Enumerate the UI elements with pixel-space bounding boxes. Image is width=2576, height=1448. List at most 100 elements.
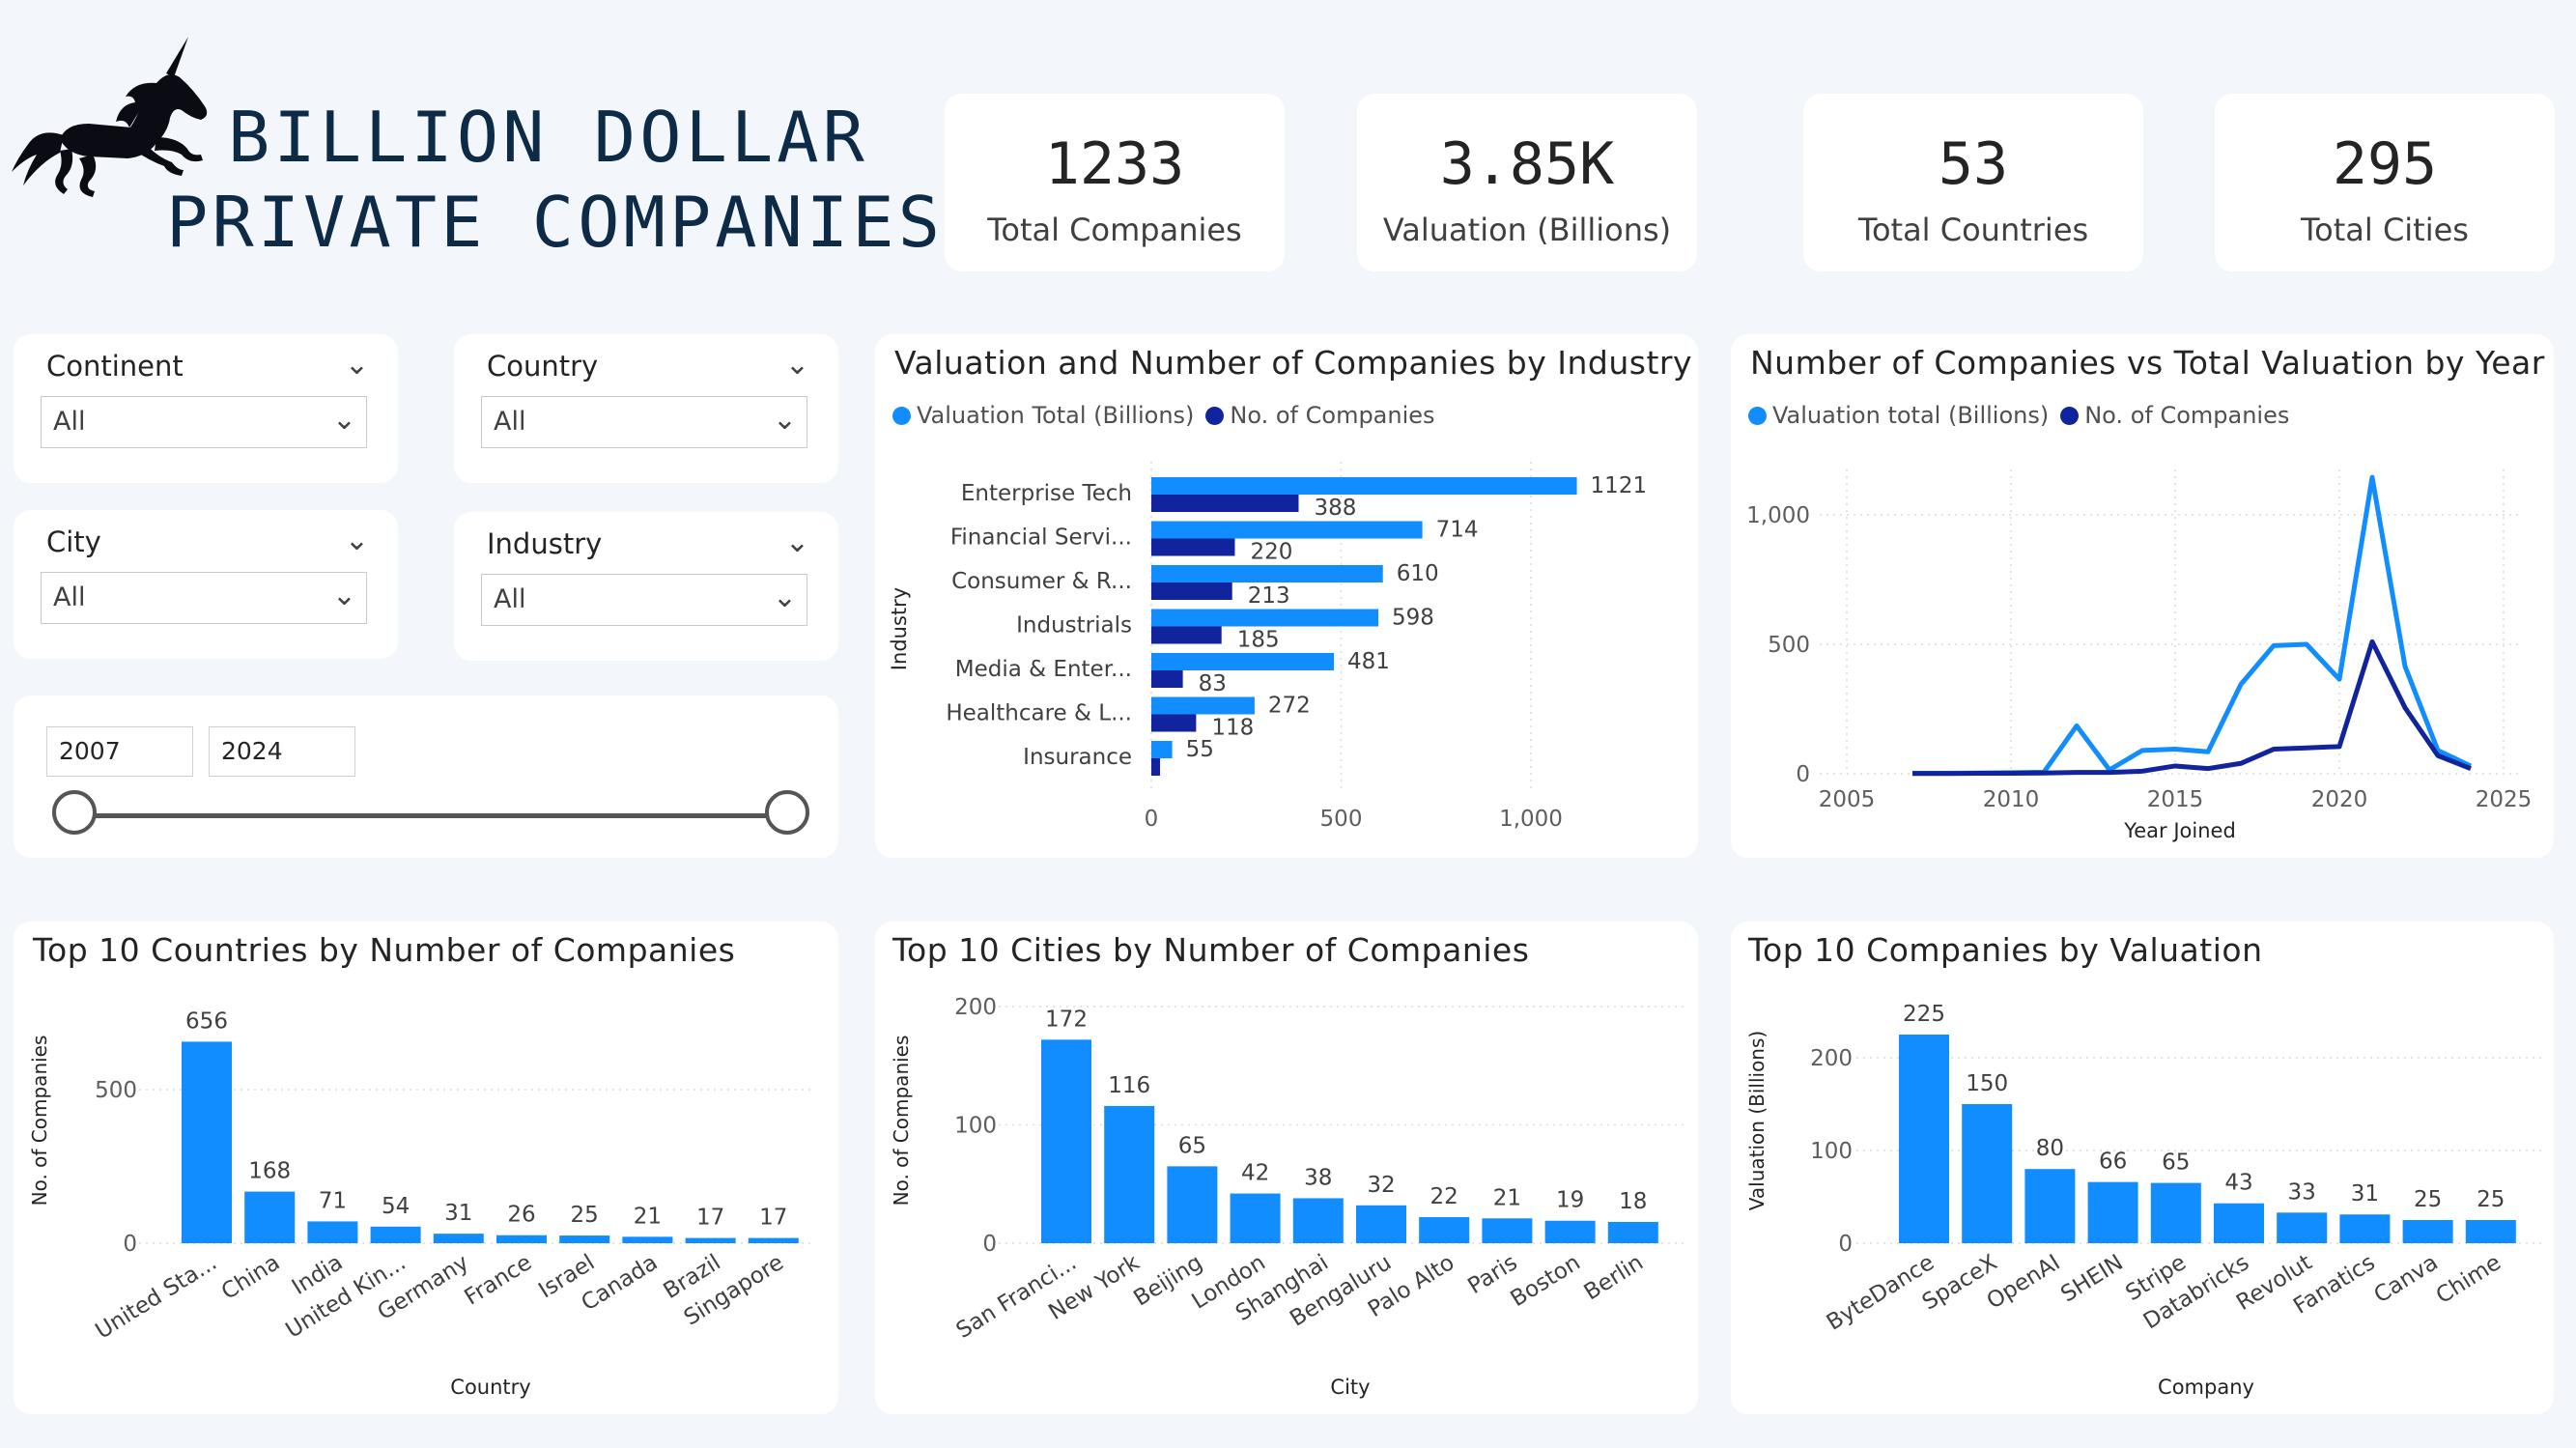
data-label: 32	[1367, 1173, 1395, 1198]
data-label: 22	[1430, 1184, 1458, 1209]
slider-start-handle[interactable]	[52, 790, 97, 835]
chart-title: Top 10 Countries by Number of Companies	[33, 931, 736, 969]
legend-label: No. of Companies	[2084, 402, 2290, 429]
bar	[2465, 1220, 2516, 1243]
companies-chart: 0100200225ByteDance150SpaceX80OpenAI66SH…	[1745, 1002, 2542, 1399]
category-label: SHEIN	[2056, 1250, 2127, 1307]
companies-line	[1912, 639, 2472, 777]
data-label: 656	[185, 1008, 228, 1034]
bar	[370, 1226, 421, 1243]
category-label: Healthcare & L...	[946, 701, 1132, 726]
start-year-input[interactable]: 2007	[46, 726, 193, 777]
companies-bar	[1151, 538, 1235, 556]
legend-dot-light	[892, 406, 911, 425]
industry-dropdown[interactable]: All ⌄	[481, 574, 807, 626]
chevron-down-icon[interactable]: ⌄	[784, 348, 809, 382]
kpi-total-cities: 295 Total Cities	[2215, 94, 2555, 271]
data-label: 83	[1199, 671, 1227, 696]
valuation-bar	[1151, 609, 1379, 627]
bar	[2024, 1169, 2076, 1243]
city-dropdown[interactable]: All ⌄	[41, 572, 367, 624]
dropdown-value: All	[494, 584, 526, 614]
chart-title: Valuation and Number of Companies by Ind…	[894, 344, 1692, 382]
valuation-bar	[1151, 521, 1423, 539]
x-tick-label: 2015	[2147, 787, 2204, 812]
chevron-down-icon: ⌄	[772, 581, 797, 614]
bar	[748, 1237, 799, 1243]
data-label: 80	[2036, 1136, 2064, 1161]
y-axis-label: No. of Companies	[890, 1036, 913, 1207]
companies-bar	[1151, 626, 1222, 644]
kpi-value: 53	[1938, 130, 2009, 198]
data-label: 42	[1241, 1161, 1269, 1186]
kpi-value: 3.85K	[1439, 130, 1615, 198]
category-label: Insurance	[1023, 745, 1132, 770]
dashboard-title-line1: BILLION DOLLAR	[228, 97, 868, 178]
y-tick-label: 500	[95, 1078, 137, 1103]
x-tick-label: 500	[1320, 807, 1363, 832]
unicorn-icon	[12, 37, 208, 197]
data-label: 65	[1178, 1133, 1206, 1158]
y-tick-label: 0	[123, 1232, 137, 1257]
legend-label: No. of Companies	[1230, 402, 1435, 429]
slider-track[interactable]	[77, 813, 788, 818]
chevron-down-icon[interactable]: ⌄	[344, 348, 369, 382]
bar	[1482, 1218, 1533, 1243]
continent-dropdown[interactable]: All ⌄	[41, 396, 367, 448]
data-label: 185	[1237, 628, 1280, 653]
chevron-down-icon: ⌄	[772, 403, 797, 437]
data-label: 66	[2099, 1150, 2127, 1175]
kpi-label: Valuation (Billions)	[1382, 212, 1672, 248]
cities-chart-card: Top 10 Cities by Number of Companies 0 10…	[875, 922, 1698, 1414]
chart-legend: Valuation Total (Billions) No. of Compan…	[892, 402, 1435, 429]
data-label: 168	[248, 1159, 291, 1184]
bar	[1544, 1220, 1596, 1243]
data-label: 38	[1304, 1165, 1332, 1190]
category-label: Boston	[1507, 1250, 1585, 1312]
kpi-label: Total Cities	[2301, 212, 2469, 248]
bar	[2150, 1182, 2201, 1243]
country-dropdown[interactable]: All ⌄	[481, 396, 807, 448]
bar	[2402, 1220, 2453, 1243]
year-chart-card: Number of Companies vs Total Valuation b…	[1731, 334, 2554, 858]
dropdown-value: All	[53, 407, 86, 437]
category-label: Media & Enter...	[955, 657, 1132, 682]
y-tick-label: 100	[1810, 1139, 1853, 1164]
x-tick-label: 2010	[1983, 787, 2040, 812]
data-label: 714	[1436, 518, 1479, 543]
x-axis-label: Company	[2158, 1376, 2254, 1399]
chevron-down-icon[interactable]: ⌄	[344, 524, 369, 557]
chevron-down-icon[interactable]: ⌄	[784, 525, 809, 559]
category-label: Consumer & R...	[951, 569, 1132, 594]
data-label: 21	[1493, 1185, 1521, 1210]
data-label: 272	[1268, 694, 1311, 719]
y-tick-label: 0	[1838, 1232, 1853, 1257]
bar	[559, 1235, 610, 1243]
valuation-bar	[1151, 565, 1383, 582]
category-label: France	[461, 1250, 537, 1311]
y-tick-label: 200	[954, 995, 997, 1020]
end-year-input[interactable]: 2024	[209, 726, 355, 777]
data-label: 43	[2224, 1171, 2252, 1196]
data-label: 225	[1903, 1002, 1945, 1027]
industry-chart-card: Valuation and Number of Companies by Ind…	[875, 334, 1698, 858]
legend-label: Valuation total (Billions)	[1772, 402, 2050, 429]
start-year-value: 2007	[59, 737, 121, 765]
companies-bar	[1151, 758, 1160, 776]
x-tick-label: 2020	[2311, 787, 2368, 812]
data-label: 17	[696, 1206, 724, 1231]
x-tick-label: 2005	[1819, 787, 1876, 812]
x-axis-label: Year Joined	[2123, 819, 2236, 842]
chart-title: Top 10 Companies by Valuation	[1748, 931, 2263, 969]
legend-dot-dark	[2060, 406, 2080, 425]
bar	[496, 1235, 547, 1243]
data-label: 71	[319, 1188, 347, 1213]
slider-end-handle[interactable]	[765, 790, 809, 835]
legend-dot-light	[1748, 406, 1767, 425]
data-label: 33	[2288, 1179, 2316, 1205]
bar	[307, 1221, 358, 1243]
data-label: 25	[571, 1203, 599, 1228]
dashboard-title-line2: PRIVATE COMPANIES	[166, 182, 944, 263]
valuation-bar	[1151, 696, 1255, 715]
